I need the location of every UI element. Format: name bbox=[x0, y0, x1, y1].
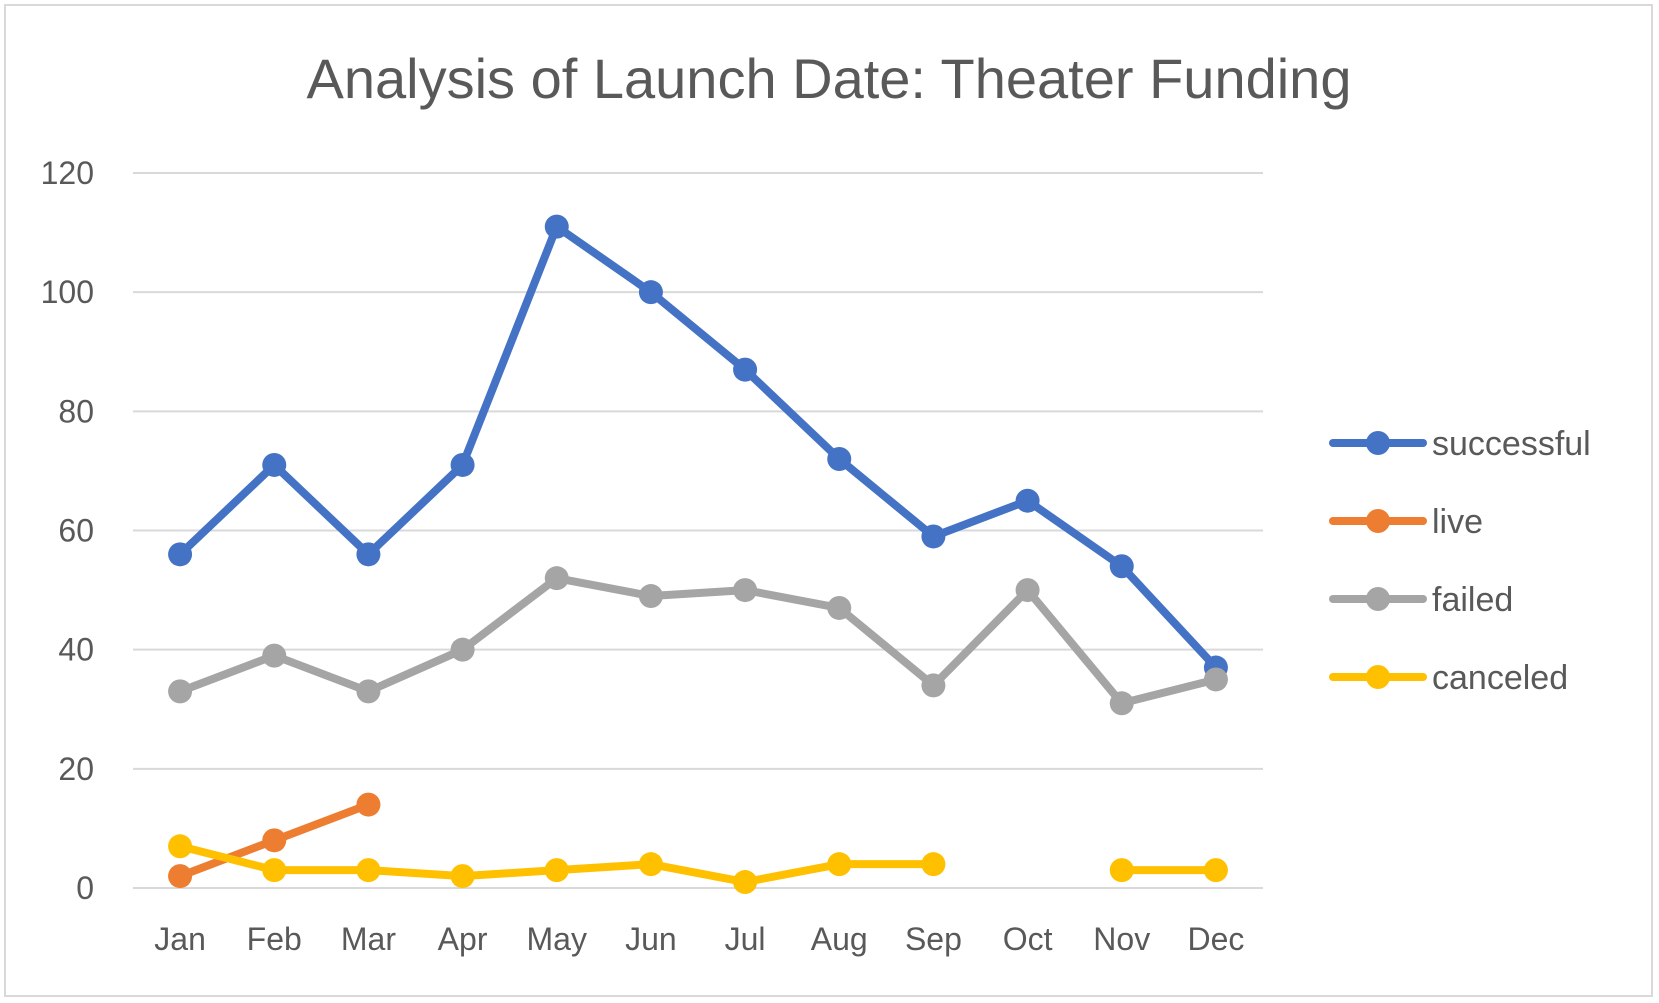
live-point-feb bbox=[262, 828, 287, 853]
y-tick-label: 0 bbox=[76, 870, 94, 906]
y-tick-label: 20 bbox=[58, 751, 94, 787]
x-tick-label: Apr bbox=[438, 921, 488, 957]
failed-point-feb bbox=[262, 643, 287, 668]
x-tick-label: Jan bbox=[154, 921, 206, 957]
legend-label: live bbox=[1432, 503, 1483, 541]
successful-point-jul bbox=[733, 357, 758, 382]
gridlines bbox=[133, 172, 1263, 889]
x-tick-label: Dec bbox=[1187, 921, 1244, 957]
y-tick-label: 40 bbox=[58, 632, 94, 668]
canceled-point-dec bbox=[1203, 858, 1228, 883]
successful-point-may bbox=[544, 214, 569, 239]
canceled-point-aug bbox=[827, 852, 852, 877]
x-tick-label: Sep bbox=[905, 921, 962, 957]
failed-point-may bbox=[544, 566, 569, 591]
legend-label: canceled bbox=[1432, 659, 1568, 697]
successful-point-jun bbox=[638, 280, 663, 305]
legend-swatch-marker bbox=[1366, 431, 1390, 455]
legend-label: successful bbox=[1432, 425, 1591, 463]
series-live bbox=[168, 792, 381, 889]
canceled-point-sep bbox=[921, 852, 946, 877]
legend: successful live failed canceled bbox=[1329, 425, 1591, 697]
x-tick-label: Oct bbox=[1003, 921, 1053, 957]
y-tick-label: 60 bbox=[58, 513, 94, 549]
canceled-point-mar bbox=[356, 858, 381, 883]
legend-swatch-marker bbox=[1366, 587, 1390, 611]
x-tick-label: Aug bbox=[811, 921, 868, 957]
x-axis-tick-labels: Jan Feb Mar Apr May Jun Jul Aug Sep Oct Nov Dec bbox=[154, 921, 1244, 957]
series-failed bbox=[168, 566, 1228, 716]
successful-point-feb bbox=[262, 452, 287, 477]
series-successful bbox=[168, 214, 1228, 680]
y-tick-label: 100 bbox=[41, 274, 94, 310]
successful-point-nov bbox=[1109, 554, 1134, 579]
legend-item-successful: successful bbox=[1329, 425, 1591, 463]
canceled-point-feb bbox=[262, 858, 287, 883]
successful-point-oct bbox=[1015, 488, 1040, 513]
failed-point-jan bbox=[168, 679, 193, 704]
successful-point-sep bbox=[921, 524, 946, 549]
series-canceled bbox=[168, 834, 1228, 895]
failed-line bbox=[176, 574, 1220, 708]
y-tick-label: 120 bbox=[41, 155, 94, 191]
failed-point-nov bbox=[1109, 691, 1134, 716]
live-point-jan bbox=[168, 864, 193, 889]
legend-item-failed: failed bbox=[1329, 581, 1513, 619]
live-point-mar bbox=[356, 792, 381, 817]
canceled-point-nov bbox=[1109, 858, 1134, 883]
failed-point-dec bbox=[1203, 667, 1228, 692]
chart-title: Analysis of Launch Date: Theater Funding bbox=[307, 47, 1352, 110]
x-tick-label: Jul bbox=[725, 921, 766, 957]
x-tick-label: May bbox=[527, 921, 587, 957]
failed-point-sep bbox=[921, 673, 946, 698]
legend-item-live: live bbox=[1329, 503, 1483, 541]
y-axis-tick-labels: 0 20 40 60 80 100 120 bbox=[41, 155, 94, 906]
canceled-point-jun bbox=[638, 852, 663, 877]
failed-point-aug bbox=[827, 595, 852, 620]
failed-point-apr bbox=[450, 637, 475, 662]
canceled-point-jan bbox=[168, 834, 193, 859]
x-tick-label: Jun bbox=[625, 921, 677, 957]
successful-point-apr bbox=[450, 452, 475, 477]
canceled-point-may bbox=[544, 858, 569, 883]
legend-swatch-marker bbox=[1366, 509, 1390, 533]
successful-point-mar bbox=[356, 542, 381, 567]
series-lines bbox=[168, 214, 1228, 895]
failed-point-jun bbox=[638, 584, 663, 609]
legend-item-canceled: canceled bbox=[1329, 659, 1568, 697]
legend-label: failed bbox=[1432, 581, 1513, 619]
y-tick-label: 80 bbox=[58, 393, 94, 429]
x-tick-label: Mar bbox=[341, 921, 396, 957]
successful-point-aug bbox=[827, 447, 852, 471]
canceled-point-apr bbox=[450, 864, 475, 889]
failed-point-oct bbox=[1015, 578, 1040, 603]
x-tick-label: Nov bbox=[1093, 921, 1150, 957]
canceled-point-jul bbox=[733, 870, 758, 895]
successful-line bbox=[176, 222, 1220, 672]
failed-point-mar bbox=[356, 679, 381, 704]
successful-point-jan bbox=[168, 542, 193, 567]
failed-point-jul bbox=[733, 578, 758, 603]
legend-swatch-marker bbox=[1366, 665, 1390, 689]
x-tick-label: Feb bbox=[247, 921, 302, 957]
